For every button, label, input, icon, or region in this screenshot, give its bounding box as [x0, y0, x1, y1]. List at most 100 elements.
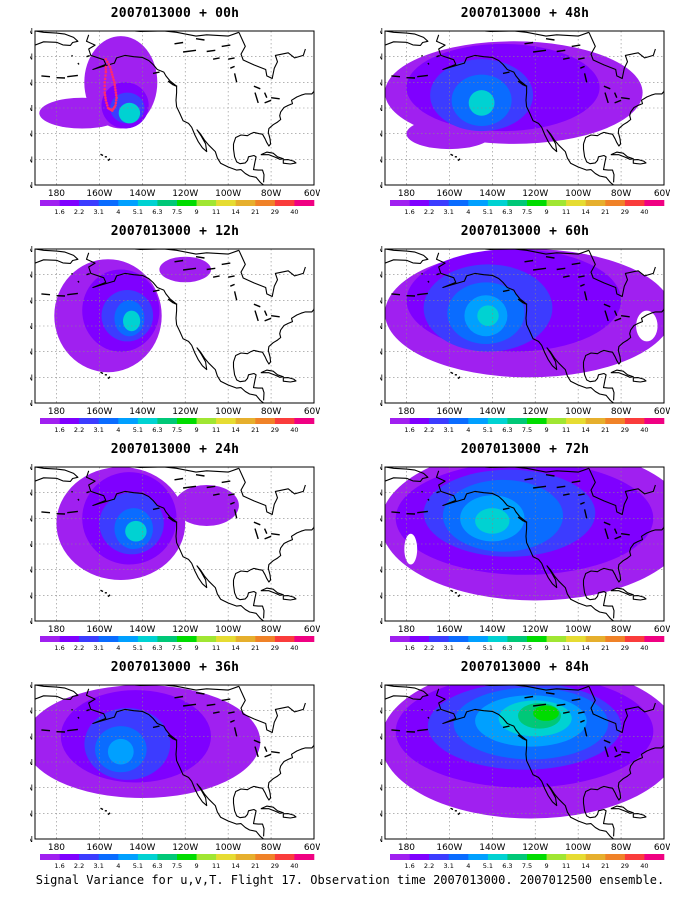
- lon-tick-label: 140W: [479, 407, 505, 417]
- colorbar-swatch: [59, 854, 80, 860]
- colorbar-swatch: [98, 854, 119, 860]
- colorbar-swatch: [294, 418, 315, 424]
- colorbar-label: 2.2: [74, 644, 84, 652]
- colorbar-swatch: [196, 200, 217, 206]
- colorbar-swatch: [79, 200, 99, 206]
- lat-tick-label: 50N: [30, 732, 33, 741]
- colorbar-swatch: [274, 200, 295, 206]
- colorbar-swatch: [40, 854, 60, 860]
- colorbar-label: 2.2: [424, 426, 434, 434]
- colorbar-label: 4: [466, 208, 470, 216]
- lon-tick-label: 160W: [86, 189, 112, 199]
- variance-contour: [477, 305, 499, 326]
- lat-tick-label: 40N: [380, 540, 383, 549]
- colorbar-label: 6.3: [502, 208, 512, 216]
- colorbar-swatch: [566, 200, 586, 206]
- lat-tick-label: 60N: [380, 53, 383, 62]
- colorbar-swatch: [409, 200, 430, 206]
- colorbar-swatch: [157, 854, 178, 860]
- colorbar-label: 2.2: [424, 862, 434, 870]
- lat-tick-label: 20N: [30, 809, 33, 818]
- lat-tick-label: 70N: [30, 245, 33, 254]
- colorbar-swatch: [487, 418, 508, 424]
- variance-contour: [174, 485, 239, 526]
- map-panel: 2007013000 + 72h 10N 20N 30N 40N 50N 60N 70N 180…: [350, 436, 700, 654]
- map-panel: 2007013000 + 24h 10N 20N 30N 40N 50N 60N 70N 180…: [0, 436, 350, 654]
- colorbar-swatch: [157, 418, 178, 424]
- lon-tick-label: 60W: [654, 189, 670, 199]
- lon-tick-label: 60W: [304, 189, 320, 199]
- colorbar-swatch: [487, 200, 508, 206]
- lat-tick-label: 70N: [30, 27, 33, 36]
- colorbar-label: 29: [271, 208, 279, 216]
- lon-tick-label: 100W: [565, 189, 591, 199]
- colorbar-label: 11: [212, 426, 220, 434]
- colorbar-label: 1.6: [404, 426, 414, 434]
- colorbar-swatch: [137, 636, 158, 642]
- panel-title: 2007013000 + 00h: [110, 6, 240, 21]
- colorbar-label: 40: [290, 862, 298, 870]
- colorbar-label: 2.2: [424, 644, 434, 652]
- colorbar-label: 40: [640, 862, 648, 870]
- lon-tick-label: 60W: [654, 843, 670, 853]
- lat-tick-label: 50N: [30, 296, 33, 305]
- lon-tick-label: 160W: [436, 189, 462, 199]
- panel-title: 2007013000 + 72h: [460, 442, 590, 457]
- variance-shading: [385, 467, 664, 621]
- colorbar-label: 6.3: [502, 644, 512, 652]
- colorbar-swatch: [294, 854, 315, 860]
- colorbar-label: 1.6: [54, 644, 64, 652]
- map-panel: 2007013000 + 12h 10N 20N 30N 40N 50N 60N 70N 180…: [0, 218, 350, 436]
- colorbar-swatch: [118, 854, 139, 860]
- lat-tick-label: 70N: [380, 245, 383, 254]
- colorbar-swatch: [390, 854, 410, 860]
- colorbar-label: 21: [251, 208, 259, 216]
- map-panel: 2007013000 + 48h 10N 20N 30N 40N 50N 60N 70N 180…: [350, 0, 700, 218]
- lon-tick-label: 180: [398, 189, 415, 199]
- colorbar-swatch: [585, 636, 606, 642]
- variance-shading: [35, 685, 314, 839]
- colorbar-swatch: [546, 200, 567, 206]
- colorbar-label: 5.1: [483, 426, 493, 434]
- colorbar-label: 3.1: [94, 208, 104, 216]
- colorbar-swatch: [585, 200, 606, 206]
- gridlines: [35, 31, 314, 185]
- colorbar-swatch: [59, 636, 80, 642]
- colorbar-swatch: [507, 854, 528, 860]
- lat-tick-label: 50N: [380, 296, 383, 305]
- colorbar-swatch: [566, 636, 586, 642]
- colorbar: 1.6 2.2 3.1 4 5.1 6.3 7.5 9 11 14 21 29 40: [390, 636, 665, 652]
- colorbar-label: 3.1: [444, 208, 454, 216]
- variance-contour: [123, 310, 141, 332]
- lon-tick-label: 100W: [565, 843, 591, 853]
- colorbar-swatch: [255, 636, 276, 642]
- colorbar-label: 1.6: [54, 426, 64, 434]
- colorbar-swatch: [98, 418, 119, 424]
- colorbar-label: 5.1: [133, 426, 143, 434]
- colorbar-swatch: [448, 418, 469, 424]
- colorbar-label: 11: [562, 426, 570, 434]
- lon-tick-label: 140W: [129, 407, 155, 417]
- colorbar-label: 7.5: [522, 862, 532, 870]
- colorbar-swatch: [409, 636, 430, 642]
- lon-tick-label: 160W: [86, 625, 112, 635]
- lat-tick-label: 10N: [380, 399, 383, 408]
- colorbar-label: 40: [640, 644, 648, 652]
- lon-tick-label: 80W: [261, 625, 281, 635]
- lon-tick-label: 180: [48, 189, 65, 199]
- lat-tick-label: 30N: [30, 130, 33, 139]
- colorbar-label: 6.3: [152, 208, 162, 216]
- colorbar-swatch: [274, 854, 295, 860]
- colorbar-label: 40: [640, 208, 648, 216]
- colorbar-swatch: [390, 200, 410, 206]
- colorbar-swatch: [118, 636, 139, 642]
- colorbar-swatch: [507, 418, 528, 424]
- colorbar-swatch: [157, 636, 178, 642]
- colorbar-label: 14: [232, 862, 240, 870]
- lat-tick-label: 40N: [30, 540, 33, 549]
- colorbar-label: 2.2: [74, 426, 84, 434]
- lat-tick-label: 30N: [30, 566, 33, 575]
- colorbar-label: 21: [601, 644, 609, 652]
- colorbar-label: 6.3: [152, 644, 162, 652]
- colorbar-swatch: [118, 200, 139, 206]
